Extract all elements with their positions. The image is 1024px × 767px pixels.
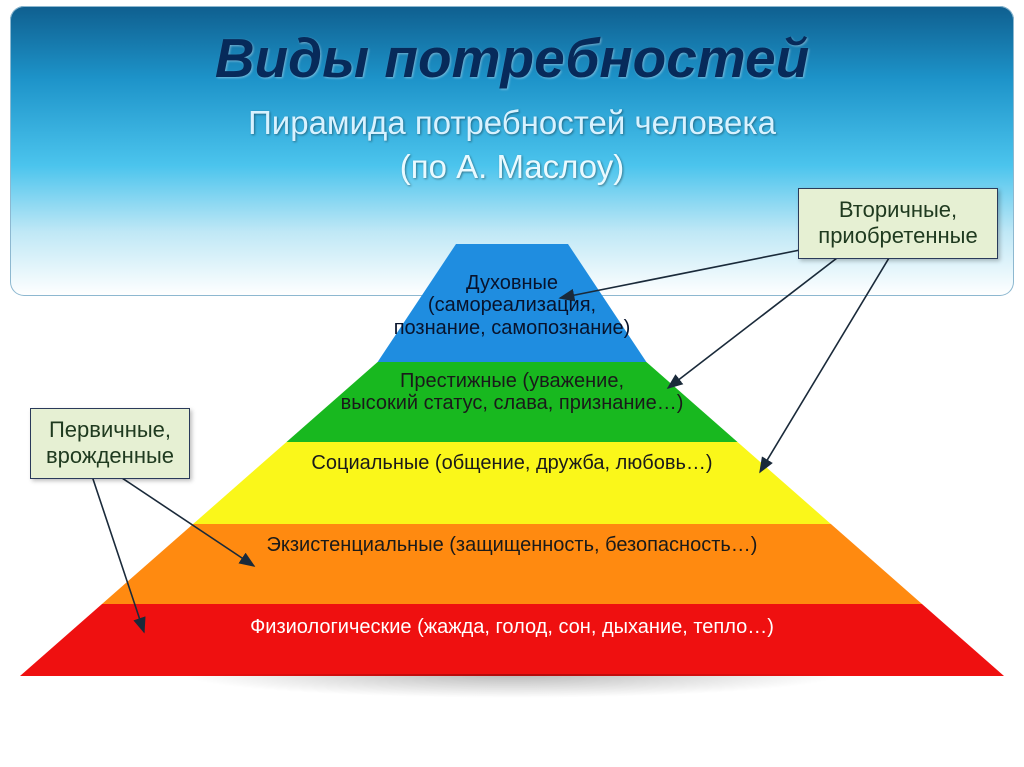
subtitle-line2: (по А. Маслоу) [10,148,1014,186]
level-1: Физиологические (жажда, голод, сон, дыха… [0,616,1024,638]
level-2-label: Экзистенциальные (защищенность, безопасн… [267,534,758,556]
level-2-line1: Экзистенциальные (защищенность, безопасн… [267,534,758,556]
level-1-label: Физиологические (жажда, голод, сон, дыха… [250,616,774,638]
level-5: Духовные (самореализация, познание, само… [0,272,1024,339]
level-5-line2: (самореализация, [428,294,596,316]
level-4: Престижные (уважение, высокий статус, сл… [0,370,1024,415]
page-title: Виды потребностей [10,6,1014,90]
level-3-label: Социальные (общение, дружба, любовь…) [311,452,712,474]
pyramid-shadow [0,674,1024,708]
level-5-line1: Духовные [466,272,558,294]
callout-secondary-line2: приобретенные [818,223,977,248]
level-4-label: Престижные (уважение, высокий статус, сл… [341,370,684,415]
subtitle-line1: Пирамида потребностей человека [10,104,1014,142]
level-3-line1: Социальные (общение, дружба, любовь…) [311,452,712,474]
callout-secondary: Вторичные, приобретенные [798,188,998,259]
level-1-line1: Физиологические (жажда, голод, сон, дыха… [250,616,774,638]
level-4-line1: Престижные (уважение, [400,370,624,392]
level-4-line2: высокий статус, слава, признание…) [341,392,684,414]
level-5-line3: познание, самопознание) [394,317,631,339]
level-2: Экзистенциальные (защищенность, безопасн… [0,534,1024,556]
pyramid-level-1 [20,604,1004,676]
level-3: Социальные (общение, дружба, любовь…) [0,452,1024,474]
level-5-label: Духовные (самореализация, познание, само… [394,272,631,339]
callout-primary-line1: Первичные, [49,417,171,442]
callout-secondary-line1: Вторичные, [839,197,957,222]
